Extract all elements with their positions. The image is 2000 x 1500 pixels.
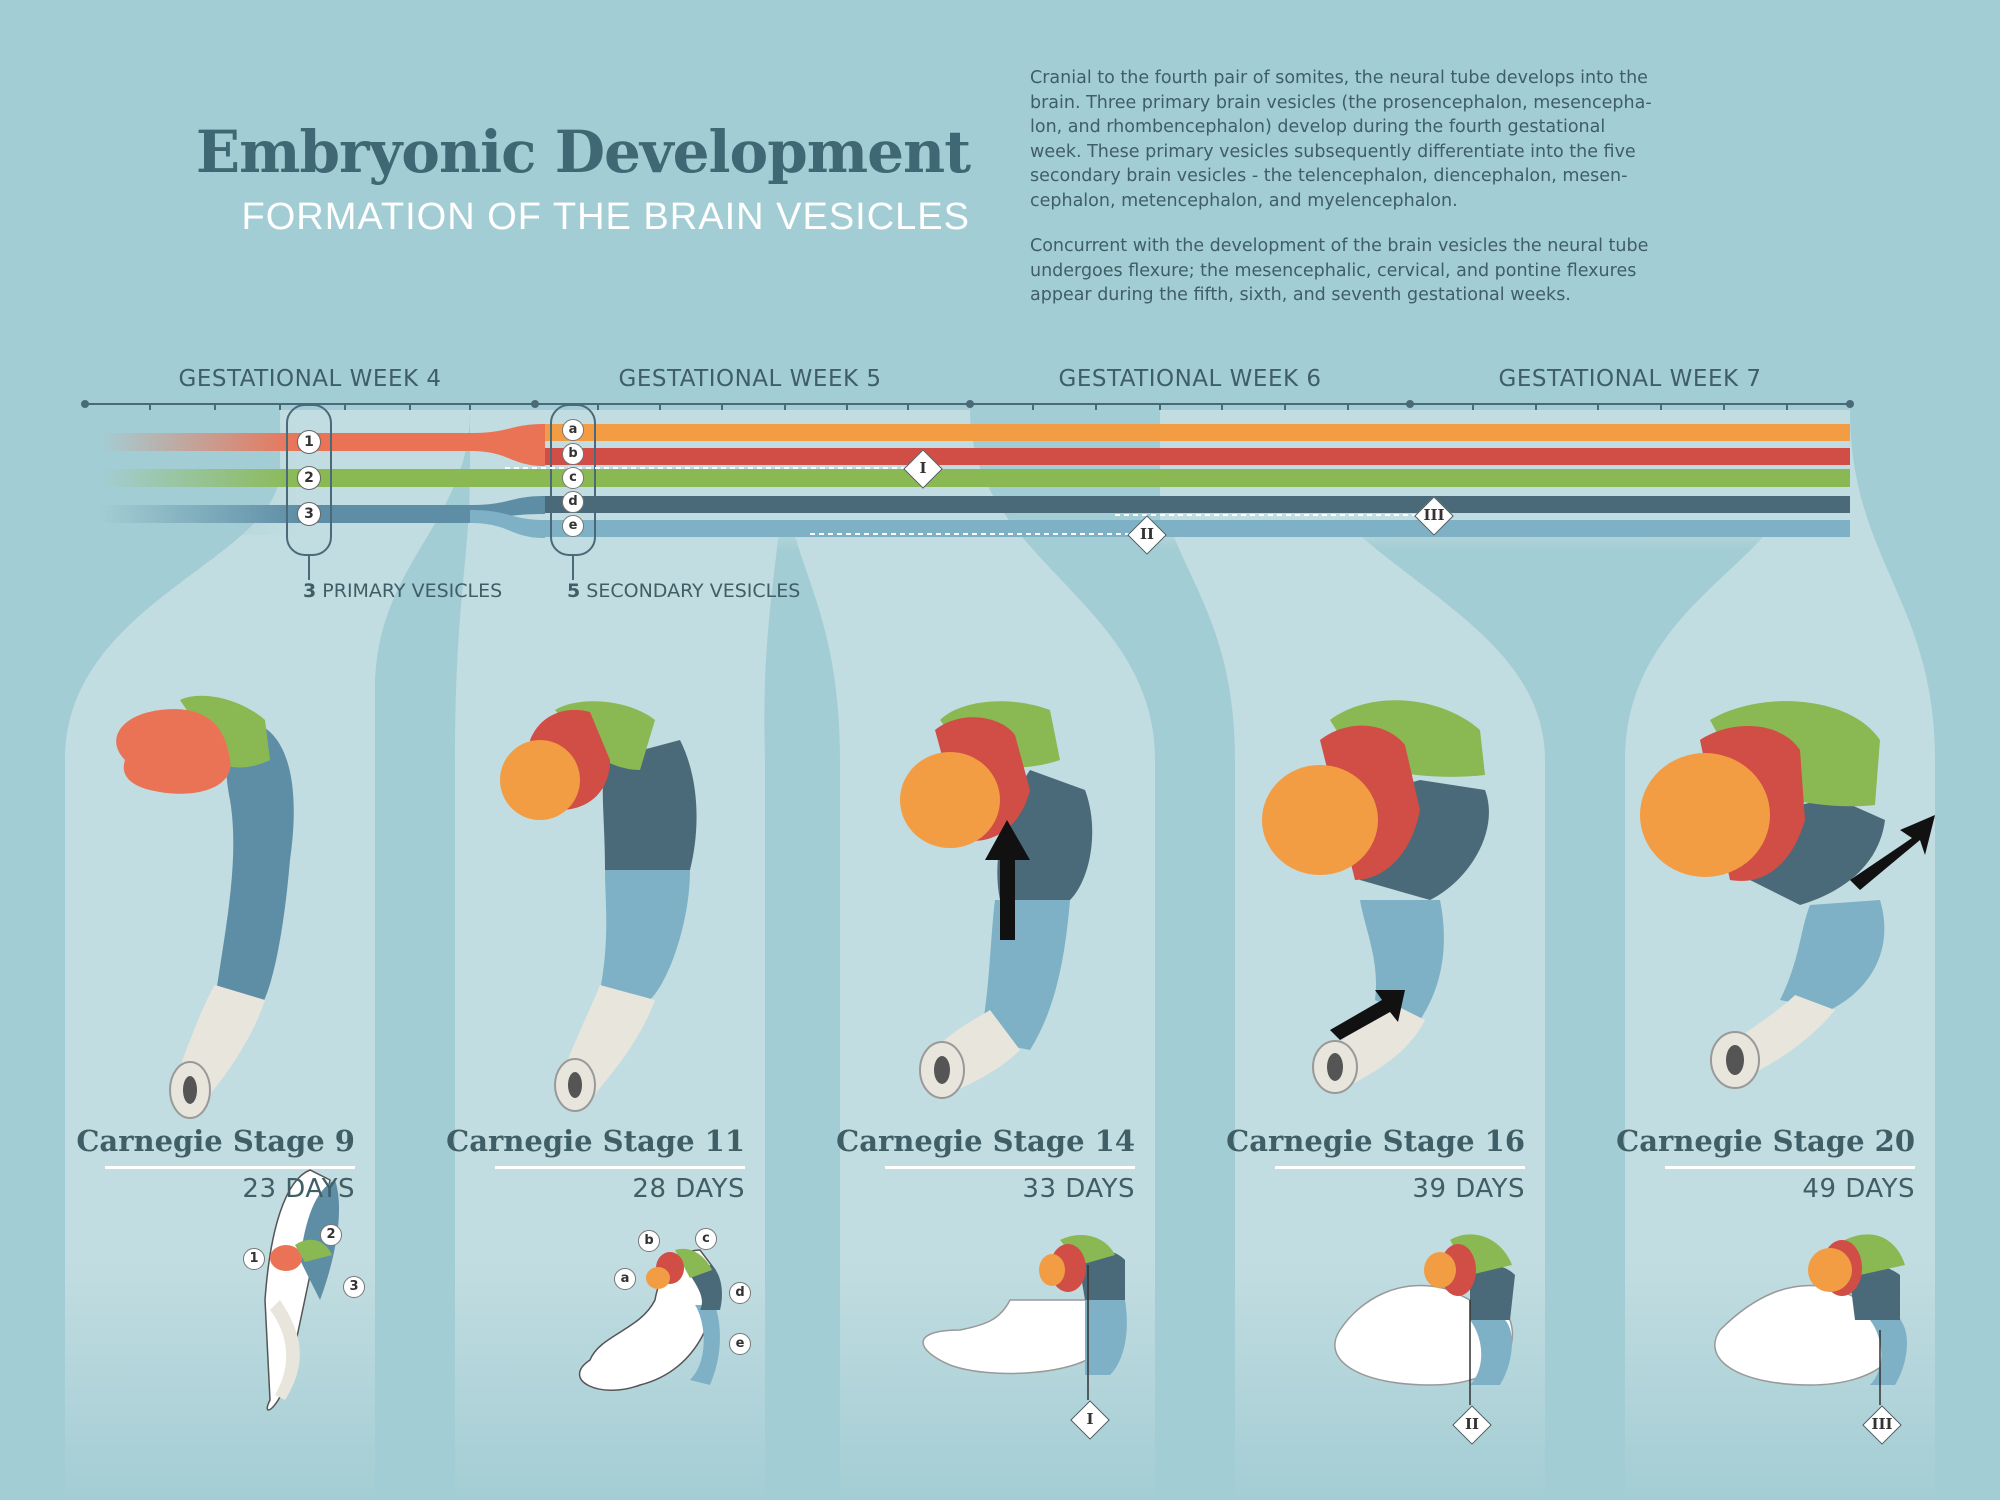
text-line: undergoes flexure; the mesencephalic, ce…	[1030, 260, 1637, 281]
week-label-4: GESTATIONAL WEEK 4	[178, 366, 442, 392]
stream-myelencephalon	[545, 520, 1850, 537]
text-line: brain. Three primary brain vesicles (the…	[1030, 92, 1652, 113]
stage-divider	[885, 1166, 1135, 1169]
mini-label-3: 3	[343, 1276, 365, 1298]
caption-text: SECONDARY VESICLES	[586, 580, 801, 602]
secondary-marker-b: b	[562, 443, 584, 465]
flexure-marker-II: II	[1139, 525, 1155, 543]
page-title: Embryonic Development	[195, 118, 971, 186]
secondary-marker-e: e	[562, 515, 584, 537]
stage-name-14: Carnegie Stage 14	[836, 1124, 1135, 1158]
mini-label-b: b	[638, 1230, 660, 1252]
mini-flexure-marker-II: II	[1464, 1415, 1480, 1433]
caption-count: 3	[303, 580, 317, 602]
page-subtitle: FORMATION OF THE BRAIN VESICLES	[241, 196, 970, 238]
stage-days-9: 23 DAYS	[242, 1174, 355, 1204]
primary-marker-3: 3	[297, 502, 321, 526]
mini-diagram-stage-9	[264, 1169, 340, 1411]
secondary-marker-c: c	[562, 467, 584, 489]
mini-flexure-marker-I: I	[1086, 1410, 1094, 1428]
stage-days-11: 28 DAYS	[632, 1174, 745, 1204]
stage-name-16: Carnegie Stage 16	[1226, 1124, 1525, 1158]
timeline-ticks	[81, 400, 1854, 408]
brain-stage-14	[900, 701, 1093, 1099]
text-line: Cranial to the fourth pair of somites, t…	[1030, 68, 1648, 88]
week-label-5: GESTATIONAL WEEK 5	[618, 366, 882, 392]
mini-label-2: 2	[320, 1224, 342, 1246]
stage-days-16: 39 DAYS	[1412, 1174, 1525, 1204]
stage-divider	[105, 1166, 355, 1169]
text-line: lon, and rhombencephalon) develop during…	[1030, 117, 1606, 137]
flexure-marker-III: III	[1423, 506, 1445, 524]
stream-metencephalon	[545, 496, 1850, 513]
mini-diagram-stage-20	[1714, 1234, 1907, 1405]
week-label-7: GESTATIONAL WEEK 7	[1498, 366, 1762, 392]
primary-vesicles-caption: 3 PRIMARY VESICLES	[303, 580, 502, 602]
stage-name-9: Carnegie Stage 9	[76, 1124, 355, 1158]
mini-label-e: e	[729, 1333, 751, 1355]
mini-diagram-stage-14	[922, 1235, 1127, 1400]
brain-stage-16	[1262, 700, 1489, 1094]
text-line: appear during the fifth, sixth, and seve…	[1030, 285, 1571, 305]
primary-marker-2: 2	[297, 466, 321, 490]
text-line: Concurrent with the development of the b…	[1030, 236, 1649, 256]
brain-stage-9	[116, 695, 294, 1119]
stage-divider	[1275, 1166, 1525, 1169]
mini-diagram-stage-11	[578, 1248, 722, 1391]
description-paragraph-1: Cranial to the fourth pair of somites, t…	[1030, 66, 1750, 213]
primary-marker-1: 1	[297, 430, 321, 454]
mini-diagram-stage-16	[1334, 1234, 1515, 1405]
mini-label-a: a	[614, 1268, 636, 1290]
mini-label-1: 1	[243, 1248, 265, 1270]
week-label-6: GESTATIONAL WEEK 6	[1058, 366, 1322, 392]
timeline-minor-ticks	[149, 404, 1788, 410]
stage-days-20: 49 DAYS	[1802, 1174, 1915, 1204]
panel-stage-16	[1160, 410, 1545, 1500]
panel-stage-20	[1625, 410, 1935, 1500]
mini-label-c: c	[695, 1228, 717, 1250]
caption-text: PRIMARY VESICLES	[322, 580, 503, 602]
mini-flexure-marker-III: III	[1871, 1415, 1893, 1433]
panel-stage-14	[785, 410, 1155, 1500]
mini-label-d: d	[729, 1282, 751, 1304]
text-line: cephalon, metencephalon, and myelencepha…	[1030, 190, 1458, 211]
secondary-marker-a: a	[562, 419, 584, 441]
stage-divider	[495, 1166, 745, 1169]
stream-telencephalon	[545, 424, 1850, 441]
stage-name-11: Carnegie Stage 11	[446, 1124, 745, 1158]
text-line: week. These primary vesicles subsequentl…	[1030, 141, 1636, 162]
brain-stage-11	[500, 701, 697, 1112]
description-paragraph-2: Concurrent with the development of the b…	[1030, 234, 1750, 308]
stream-diencephalon	[545, 448, 1850, 465]
stage-days-14: 33 DAYS	[1022, 1174, 1135, 1204]
stream-mesencephalon	[100, 469, 1850, 487]
text-line: secondary brain vesicles - the telenceph…	[1030, 166, 1628, 186]
secondary-vesicles-caption: 5 SECONDARY VESICLES	[567, 580, 800, 602]
brain-stage-20	[1640, 701, 1935, 1089]
stage-name-20: Carnegie Stage 20	[1616, 1124, 1915, 1158]
caption-count: 5	[567, 580, 581, 602]
flexure-marker-I: I	[919, 459, 927, 477]
stage-divider	[1665, 1166, 1915, 1169]
secondary-marker-d: d	[562, 491, 584, 513]
